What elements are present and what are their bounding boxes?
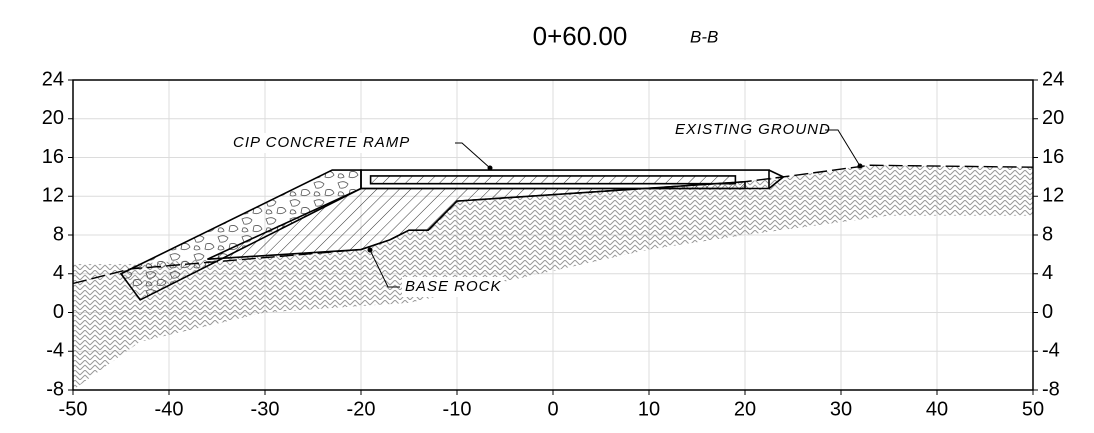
x-tick-label: -10 [443,398,472,420]
y2-tick-label: 20 [1042,107,1064,129]
y-tick-label: 0 [53,301,64,323]
ground-line [73,164,1033,285]
labels: -50 -40 -30 -20 -10 0 10 20 30 40 50-8-40481216202… [42,68,1065,420]
leader-line [455,142,491,169]
y-tick-label: -8 [46,378,64,400]
section-outline [369,175,737,185]
soil-region [73,165,1033,390]
y-tick-label: 12 [42,185,64,207]
x-tick-label: 30 [830,398,852,420]
annotation-backdrop [402,277,505,297]
y2-tick-label: 0 [1042,301,1053,323]
leader-arrow [857,163,863,169]
x-tick-label: -40 [155,398,184,420]
x-tick-label: 50 [1022,398,1044,420]
x-tick-label: -30 [251,398,280,420]
annotation: CIP CONCRETE RAMP [233,134,410,151]
chart-title: 0+60.00 [533,21,628,51]
y2-tick-label: -8 [1042,378,1060,400]
y-tick-label: 20 [42,107,64,129]
plot-area [73,164,1033,390]
x-tick-label: 40 [926,398,948,420]
x-tick-label: 20 [734,398,756,420]
y-tick-label: 24 [42,68,64,90]
y-tick-label: 4 [53,262,64,284]
annotation: BASE ROCK [405,278,502,295]
chart-subtitle: B-B [690,27,718,46]
y2-tick-label: 8 [1042,223,1053,245]
x-tick-label: 0 [547,398,558,420]
x-tick-label: 10 [638,398,660,420]
y2-tick-label: 24 [1042,68,1064,90]
leader-arrow [367,247,373,253]
y2-tick-label: 12 [1042,185,1064,207]
y2-tick-label: 4 [1042,262,1053,284]
annotation-backdrop [230,133,414,153]
y2-tick-label: -4 [1042,340,1060,362]
y-tick-label: -4 [46,340,64,362]
y2-tick-label: 16 [1042,146,1064,168]
annotation-backdrop [672,120,834,140]
annotation: EXISTING GROUND [675,121,831,138]
x-tick-label: -50 [59,398,88,420]
x-tick-label: -20 [347,398,376,420]
y-tick-label: 16 [42,146,64,168]
leader-arrow [487,165,493,171]
leader-line [369,249,400,288]
leader-line [825,129,861,167]
y-tick-label: 8 [53,223,64,245]
